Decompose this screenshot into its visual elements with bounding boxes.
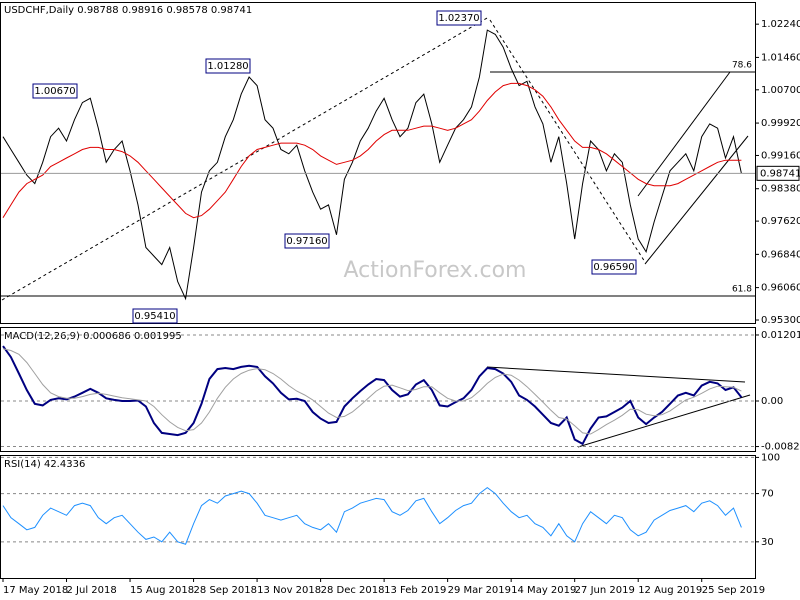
- price-label: 0.95410: [134, 311, 175, 322]
- y-tick-label: 0.98380: [761, 184, 800, 195]
- price-label: 1.00670: [34, 86, 75, 97]
- price-label: 1.01280: [207, 61, 248, 72]
- x-tick-label: 29 Mar 2019: [448, 585, 511, 596]
- panel-title: MACD(12,26,9) 0.000686 0.001995: [4, 331, 182, 342]
- x-tick-label: 13 Nov 2018: [257, 585, 321, 596]
- price-label: 0.96590: [593, 262, 634, 273]
- series-line: [2, 345, 743, 446]
- channel-line: [637, 71, 731, 197]
- y-tick-label: 0.95300: [761, 315, 800, 326]
- x-tick-label: 28 Dec 2018: [321, 585, 385, 596]
- fib-label: 78.6: [732, 61, 752, 71]
- series-line: [2, 486, 742, 545]
- panel-title: RSI(14) 42.4336: [4, 459, 85, 470]
- y-tick-label: 1.00700: [761, 85, 800, 96]
- y-tick-label: 0.96840: [761, 249, 800, 260]
- x-tick-label: 15 Aug 2018: [130, 585, 194, 596]
- x-tick-label: 27 Jun 2019: [575, 585, 635, 596]
- x-tick-label: 28 Sep 2018: [194, 585, 257, 596]
- price-label-box: [132, 308, 178, 324]
- macd-trend-line: [577, 394, 751, 448]
- x-tick-label: 14 May 2019: [511, 585, 576, 596]
- series-line: [2, 348, 742, 435]
- price-label-box: [591, 259, 637, 275]
- last-price-box: [756, 165, 800, 181]
- x-tick-label: 13 Feb 2019: [384, 585, 446, 596]
- rsi-panel-frame: [0, 455, 756, 579]
- x-tick-label: 25 Sep 2019: [702, 585, 765, 596]
- price-panel-frame: [0, 2, 756, 324]
- series-line: [2, 82, 742, 219]
- y-tick-label: 0.96060: [761, 283, 800, 294]
- x-tick-label: 12 Aug 2019: [638, 585, 702, 596]
- y-tick-label: 100: [761, 452, 780, 463]
- y-tick-label: 0.97620: [761, 216, 800, 227]
- macd-panel-frame: [0, 327, 756, 452]
- last-price-label: 0.98741: [760, 168, 800, 179]
- y-tick-label: 0.012018: [761, 330, 800, 341]
- y-tick-label: 1.02240: [761, 19, 800, 30]
- x-tick-label: 2 Jul 2018: [67, 585, 117, 596]
- watermark: ActionForex.com: [344, 258, 527, 283]
- chart-title: USDCHF,Daily 0.98788 0.98916 0.98578 0.9…: [4, 5, 252, 16]
- y-tick-label: 0.99160: [761, 150, 800, 161]
- y-tick-label: -0.008292: [761, 442, 800, 453]
- y-tick-label: 30: [761, 537, 774, 548]
- macd-trend-line: [486, 366, 746, 383]
- x-tick-label: 17 May 2018: [3, 585, 68, 596]
- price-label-box: [436, 10, 482, 26]
- fib-label: 61.8: [732, 285, 752, 295]
- price-label-box: [205, 58, 251, 74]
- y-tick-label: 70: [761, 489, 774, 500]
- channel-line: [644, 135, 749, 265]
- price-label: 0.97160: [286, 236, 327, 247]
- y-tick-label: 0.00: [761, 396, 783, 407]
- price-label: 1.02370: [438, 13, 479, 24]
- price-label-box: [32, 83, 78, 99]
- price-label-box: [284, 233, 330, 249]
- layout: [0, 2, 756, 579]
- y-tick-label: 1.01460: [761, 52, 800, 63]
- y-tick-label: 0.99920: [761, 118, 800, 129]
- series-line: [2, 29, 742, 301]
